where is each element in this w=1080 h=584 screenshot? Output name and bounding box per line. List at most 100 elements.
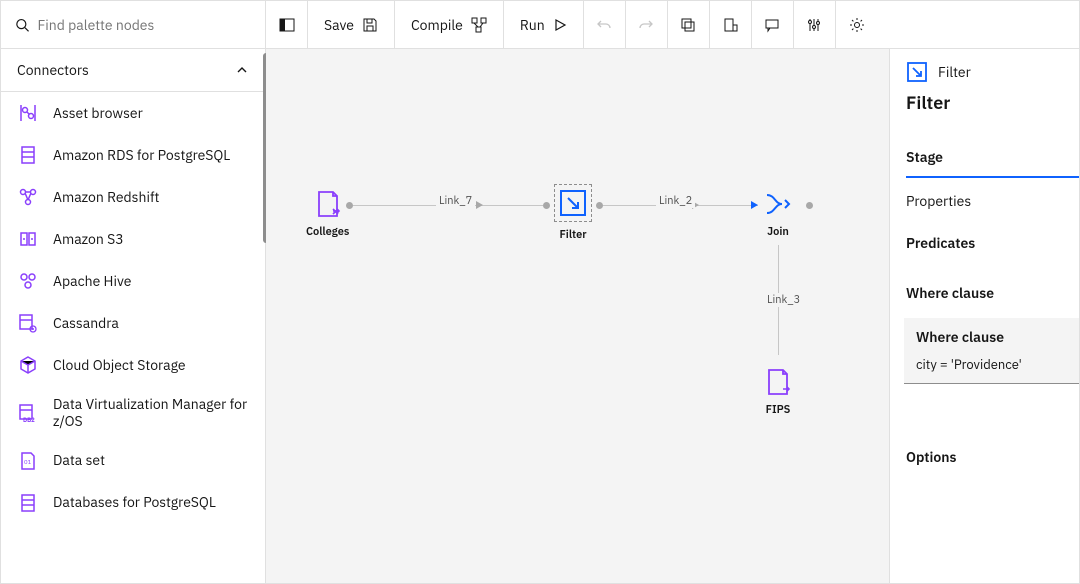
compile-button[interactable]: Compile	[395, 1, 504, 48]
palette-item-label: Apache Hive	[53, 273, 131, 290]
palette-item-dbpg[interactable]: Databases for PostgreSQL	[1, 482, 265, 524]
link-arrow	[476, 201, 483, 209]
link-label: Link_3	[764, 293, 803, 307]
palette-item-cassandra[interactable]: Cassandra	[1, 302, 265, 344]
file-source-icon	[313, 189, 343, 219]
search-icon	[15, 17, 29, 33]
palette-item-s3[interactable]: Amazon S3	[1, 218, 265, 260]
hive-icon	[17, 270, 39, 292]
undo-icon	[596, 17, 612, 33]
where-value: city = 'Providence'	[904, 356, 1079, 383]
node-filter[interactable]: Filter	[554, 184, 592, 242]
copy-icon	[680, 17, 696, 33]
palette-item-asset-browser[interactable]: Asset browser	[1, 92, 265, 134]
run-button[interactable]: Run	[504, 1, 584, 48]
canvas[interactable]: Colleges Link_7 Filter Link_2 Join	[266, 49, 889, 583]
sliders-button[interactable]	[794, 1, 836, 48]
palette-item-label: Databases for PostgreSQL	[53, 494, 216, 511]
tab-predicates[interactable]: Predicates	[906, 224, 1079, 262]
palette-item-dvm[interactable]: DB2 Data Virtualization Manager for z/OS	[1, 386, 265, 440]
play-icon	[553, 18, 567, 32]
palette-list: Asset browser Amazon RDS for PostgreSQL …	[1, 92, 265, 583]
compile-icon	[471, 17, 487, 33]
properties-panel: Filter Filter Stage Properties Predicate…	[889, 49, 1079, 583]
node-port[interactable]	[806, 202, 813, 209]
settings-sliders-icon	[806, 17, 822, 33]
paste-button[interactable]	[710, 1, 752, 48]
palette-item-dataset[interactable]: 01 Data set	[1, 440, 265, 482]
asset-browser-icon	[17, 102, 39, 124]
palette-item-label: Amazon Redshift	[53, 189, 159, 206]
node-label: Filter	[554, 228, 592, 242]
palette-item-label: Asset browser	[53, 105, 143, 122]
svg-text:DB2: DB2	[23, 416, 35, 424]
link-label: Link_7	[436, 194, 475, 208]
filter-node-icon	[558, 188, 588, 218]
palette-item-label: Amazon RDS for PostgreSQL	[53, 147, 230, 164]
tab-properties[interactable]: Properties	[906, 182, 1079, 220]
palette-item-label: Data set	[53, 452, 105, 469]
save-label: Save	[324, 16, 354, 34]
sidebar: Connectors Asset browser Amazon RDS for …	[1, 49, 266, 583]
options-heading: Options	[906, 448, 1079, 466]
svg-text:01: 01	[24, 458, 32, 466]
database-eye-icon	[17, 312, 39, 334]
panel-title: Filter	[906, 91, 1079, 114]
palette-item-rds[interactable]: Amazon RDS for PostgreSQL	[1, 134, 265, 176]
settings-button[interactable]	[836, 1, 878, 48]
chevron-up-icon	[235, 63, 249, 77]
cluster-icon	[17, 186, 39, 208]
palette-item-cos[interactable]: Cloud Object Storage	[1, 344, 265, 386]
toolbar: Save Compile Run	[1, 1, 1079, 49]
node-label: Colleges	[306, 225, 349, 239]
node-port[interactable]	[596, 202, 603, 209]
node-join[interactable]: Join	[763, 189, 793, 239]
section-connectors[interactable]: Connectors	[1, 49, 265, 92]
db2-icon: DB2	[17, 402, 39, 424]
save-button[interactable]: Save	[308, 1, 395, 48]
database-icon	[18, 144, 38, 166]
panel-toggle-button[interactable]	[266, 1, 308, 48]
save-icon	[362, 17, 378, 33]
palette-item-label: Data Virtualization Manager for z/OS	[53, 396, 249, 430]
comment-icon	[764, 17, 780, 33]
palette-item-hive[interactable]: Apache Hive	[1, 260, 265, 302]
annotate-button[interactable]	[752, 1, 794, 48]
node-label: FIPS	[763, 403, 793, 417]
palette-item-label: Amazon S3	[53, 231, 124, 248]
link-label: Link_2	[656, 194, 695, 208]
palette-search[interactable]	[1, 1, 266, 48]
link-arrow	[751, 201, 758, 209]
tab-stage[interactable]: Stage	[906, 138, 1079, 178]
run-label: Run	[520, 16, 545, 34]
node-colleges[interactable]: Colleges	[306, 189, 349, 239]
filter-icon	[906, 61, 928, 83]
where-clause-box[interactable]: Where clause city = 'Providence'	[904, 318, 1079, 384]
section-label: Connectors	[17, 61, 89, 79]
compile-label: Compile	[411, 16, 463, 34]
node-port[interactable]	[346, 202, 353, 209]
where-box-header: Where clause	[904, 318, 1079, 356]
redo-button[interactable]	[626, 1, 668, 48]
cube-icon	[17, 354, 39, 376]
file-binary-icon: 01	[18, 450, 38, 472]
search-input[interactable]	[37, 16, 251, 34]
undo-button[interactable]	[584, 1, 626, 48]
gear-icon	[849, 17, 865, 33]
redo-icon	[638, 17, 654, 33]
palette-item-redshift[interactable]: Amazon Redshift	[1, 176, 265, 218]
panel-icon-label: Filter	[938, 63, 971, 81]
palette-item-label: Cassandra	[53, 315, 119, 332]
paste-icon	[722, 17, 738, 33]
database-icon	[18, 492, 38, 514]
node-label: Join	[763, 225, 793, 239]
join-icon	[763, 189, 793, 219]
node-fips[interactable]: FIPS	[763, 367, 793, 417]
panel-icon	[279, 17, 295, 33]
palette-item-label: Cloud Object Storage	[53, 357, 186, 374]
file-target-icon	[763, 367, 793, 397]
copy-button[interactable]	[668, 1, 710, 48]
node-port[interactable]	[543, 202, 550, 209]
bucket-icon	[17, 228, 39, 250]
where-heading: Where clause	[906, 284, 1079, 302]
